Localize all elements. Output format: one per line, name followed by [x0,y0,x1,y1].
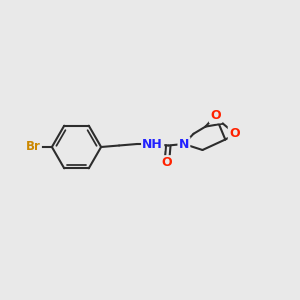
Text: N: N [179,137,189,151]
Text: NH: NH [142,137,163,151]
Text: O: O [229,127,240,140]
Text: Br: Br [26,140,41,154]
Text: O: O [210,109,221,122]
Text: O: O [161,156,172,170]
